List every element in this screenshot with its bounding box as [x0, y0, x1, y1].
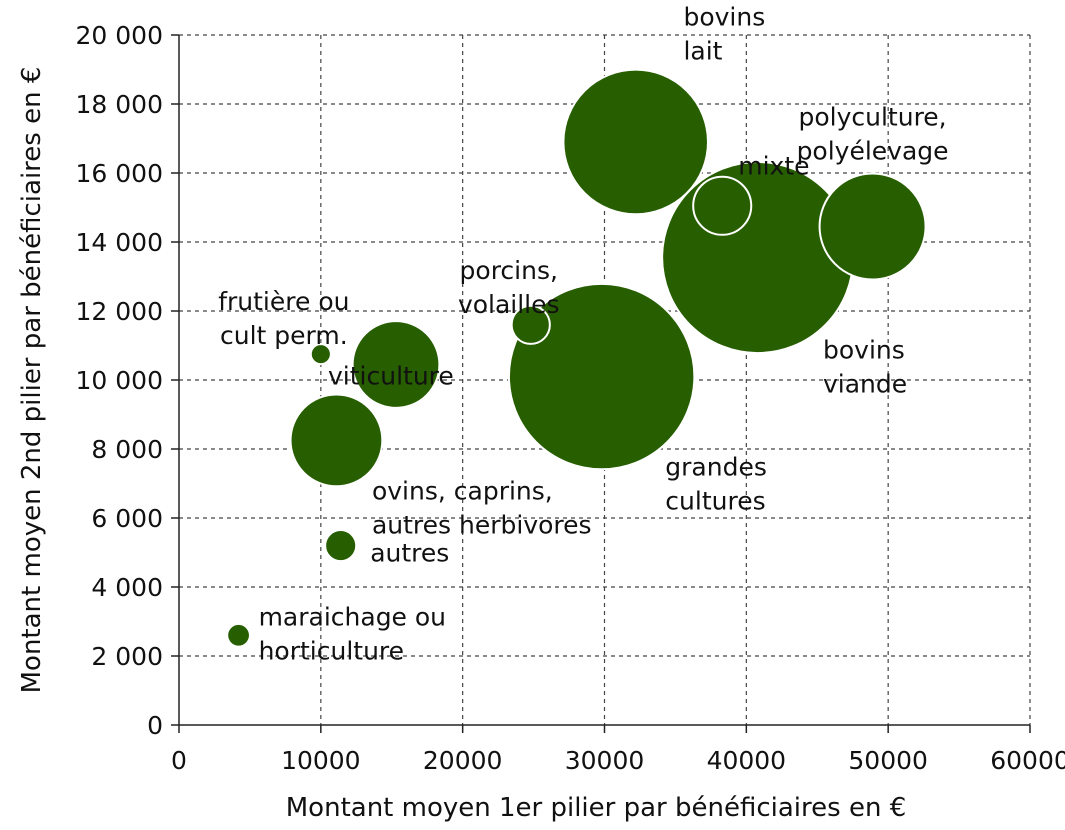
- bubble-label: mixte: [738, 152, 809, 181]
- x-tick-label: 40000: [707, 746, 787, 775]
- bubble: [309, 343, 332, 366]
- x-tick-label: 10000: [281, 746, 361, 775]
- bubble: [351, 320, 441, 409]
- bubble-label-line: grandes: [665, 452, 767, 481]
- bubble-label: bovins viande: [823, 336, 907, 399]
- bubble-label-line: maraichage ou: [259, 602, 446, 631]
- bubble: [289, 393, 384, 488]
- bubble-label-line: polyculture,: [798, 102, 946, 131]
- bubble: [818, 172, 927, 281]
- bubble-label: polyculture, polyélevage: [797, 102, 949, 165]
- y-tick-label: 20 000: [76, 21, 163, 50]
- bubble-label: grandes cultures: [665, 452, 767, 515]
- axes: 0 2 000 4 000 6 000 8 000 10 000 12 000 14 000 1…: [76, 21, 1065, 775]
- bubble-label-line: cult perm.: [220, 321, 348, 350]
- bubble-label-line: autres herbivores: [372, 510, 592, 539]
- bubble-label-line: polyélevage: [797, 136, 949, 165]
- bubble-label-line: porcins,: [460, 256, 558, 285]
- bubble: [661, 160, 855, 355]
- y-tick-label: 10 000: [76, 366, 163, 395]
- y-tick-label: 8 000: [91, 435, 163, 464]
- bubble-layer: [226, 68, 927, 648]
- bubble-label: autres: [370, 539, 449, 568]
- y-tick-label: 18 000: [76, 90, 163, 119]
- y-tick-label: 6 000: [91, 504, 163, 533]
- bubble-label: bovins lait: [683, 3, 765, 66]
- bubble-label-line: volailles: [458, 290, 560, 319]
- y-tick-label: 14 000: [76, 228, 163, 257]
- bubble-label: maraichage ou horticulture: [259, 602, 446, 665]
- bubble: [507, 282, 696, 471]
- bubble: [324, 529, 358, 563]
- bubble: [510, 304, 551, 345]
- y-axis-title: Montant moyen 2nd pilier par bénéficiair…: [17, 67, 47, 694]
- bubble-label: ovins, caprins, autres herbivores: [372, 476, 592, 539]
- bubble-label-line: autres: [370, 539, 449, 568]
- bubble-label-line: cultures: [665, 486, 765, 515]
- bubble: [226, 622, 251, 648]
- x-tick-label: 50000: [848, 746, 928, 775]
- x-tick-label: 30000: [565, 746, 645, 775]
- bubble-label-line: horticulture: [259, 636, 404, 665]
- bubble-label: viticulture: [328, 361, 454, 390]
- bubble-label-line: lait: [683, 37, 722, 66]
- bubble: [562, 68, 709, 216]
- bubble-label: frutière ou cult perm.: [218, 287, 349, 350]
- bubble-label-line: bovins: [683, 3, 765, 32]
- bubble-labels: bovins lait mixte polyculture, polyélevage bo…: [218, 3, 948, 666]
- bubble-label-line: frutière ou: [218, 287, 349, 316]
- y-tick-label: 4 000: [91, 573, 163, 602]
- bubble: [692, 175, 753, 236]
- y-tick-label: 12 000: [76, 297, 163, 326]
- bubble-label: porcins, volailles: [458, 256, 560, 319]
- y-tick-label: 16 000: [76, 159, 163, 188]
- bubble-label-line: viande: [823, 370, 907, 399]
- bubble-label-line: viticulture: [328, 361, 454, 390]
- bubble-label-line: ovins, caprins,: [372, 476, 553, 505]
- bubble-label-line: bovins: [823, 336, 905, 365]
- x-tick-label: 0: [171, 746, 187, 775]
- y-tick-label: 0: [147, 711, 163, 740]
- x-axis-title: Montant moyen 1er pilier par bénéficiair…: [286, 793, 906, 823]
- y-tick-label: 2 000: [91, 642, 163, 671]
- x-tick-label: 60000: [990, 746, 1065, 775]
- x-tick-label: 20000: [423, 746, 503, 775]
- bubble-label-line: mixte: [738, 152, 809, 181]
